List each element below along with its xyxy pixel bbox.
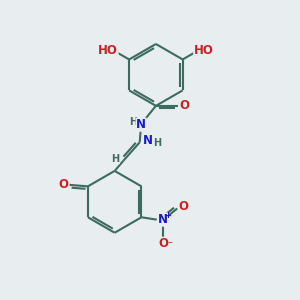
Text: H: H bbox=[129, 117, 137, 127]
Text: N: N bbox=[143, 134, 153, 147]
Text: N: N bbox=[136, 118, 146, 131]
Text: HO: HO bbox=[98, 44, 118, 57]
Text: HO: HO bbox=[194, 44, 214, 57]
Text: O: O bbox=[158, 237, 168, 250]
Text: O: O bbox=[179, 99, 190, 112]
Text: O: O bbox=[58, 178, 68, 191]
Text: H: H bbox=[153, 138, 161, 148]
Text: O: O bbox=[178, 200, 188, 214]
Text: +: + bbox=[164, 211, 171, 220]
Text: H: H bbox=[111, 154, 119, 164]
Text: N: N bbox=[158, 213, 168, 226]
Text: ⁻: ⁻ bbox=[167, 240, 172, 250]
